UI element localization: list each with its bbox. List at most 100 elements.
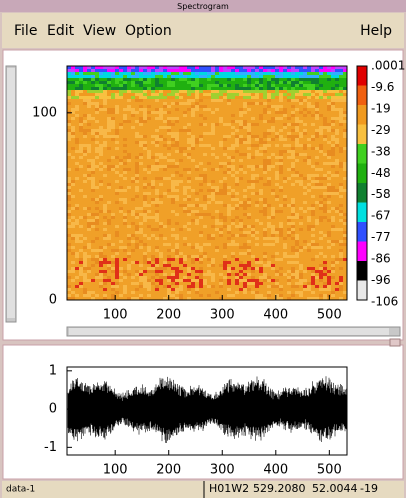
spectrogram-cell xyxy=(107,240,111,243)
spectrogram-cell xyxy=(163,141,167,144)
spectrogram-cell xyxy=(171,117,175,120)
spectrogram-cell xyxy=(291,192,295,195)
spectrogram-cell xyxy=(179,201,183,204)
spectrogram-cell xyxy=(91,114,95,117)
spectrogram-cell xyxy=(111,210,115,213)
spectrogram-cell xyxy=(67,210,71,213)
spectrogram-cell xyxy=(275,237,279,240)
spectrogram-cell xyxy=(103,129,107,132)
spectrogram-cell xyxy=(299,102,303,105)
spectrogram-cell xyxy=(343,201,347,204)
spectrogram-cell xyxy=(335,201,339,204)
spectrogram-cell xyxy=(167,114,171,117)
spectrogram-cell xyxy=(83,261,87,264)
spectrogram-cell xyxy=(259,165,263,168)
spectrogram-cell xyxy=(215,198,219,201)
spectrogram-cell xyxy=(131,141,135,144)
spectrogram-cell xyxy=(79,186,83,189)
spectrogram-cell xyxy=(171,270,175,273)
spectrogram-cell xyxy=(107,90,111,93)
spectrogram-cell xyxy=(111,108,115,111)
spectrogram-cell xyxy=(295,117,299,120)
spectrogram-cell xyxy=(87,162,91,165)
spectrogram-cell xyxy=(211,252,215,255)
spectrogram-cell xyxy=(295,123,299,126)
spectrogram-cell xyxy=(91,225,95,228)
spectrogram-cell xyxy=(159,162,163,165)
spectrogram-cell xyxy=(275,243,279,246)
spectrogram-cell xyxy=(335,249,339,252)
spectrogram-cell xyxy=(215,255,219,258)
spectrogram-cell xyxy=(259,249,263,252)
spectrogram-cell xyxy=(263,249,267,252)
spectrogram-cell xyxy=(71,240,75,243)
spectrogram-cell xyxy=(163,270,167,273)
spectrogram-cell xyxy=(259,195,263,198)
spectrogram-cell xyxy=(115,276,119,279)
spectrogram-cell xyxy=(311,252,315,255)
spectrogram-cell xyxy=(175,276,179,279)
spectrogram-cell xyxy=(335,138,339,141)
splitter-handle[interactable] xyxy=(389,338,401,347)
spectrogram-cell xyxy=(231,81,235,84)
spectrogram-cell xyxy=(267,78,271,81)
spectrogram-cell xyxy=(111,105,115,108)
scroll-thumb[interactable] xyxy=(7,68,15,318)
spectrogram-cell xyxy=(103,261,107,264)
spectrogram-cell xyxy=(239,219,243,222)
spectrogram-cell xyxy=(179,222,183,225)
spectrogram-cell xyxy=(127,117,131,120)
spectrogram-cell xyxy=(203,126,207,129)
menu-item[interactable]: File xyxy=(14,23,37,39)
spectrogram-cell xyxy=(307,141,311,144)
spectrogram-cell xyxy=(207,276,211,279)
spectrogram-cell xyxy=(247,66,251,69)
spectrogram-cell xyxy=(315,264,319,267)
spectrogram-cell xyxy=(327,159,331,162)
spectrogram-cell xyxy=(115,69,119,72)
spectrogram-cell xyxy=(67,207,71,210)
spectrogram-cell xyxy=(191,207,195,210)
spectrogram-cell xyxy=(115,150,119,153)
spectrogram-cell xyxy=(267,171,271,174)
spectrogram-cell xyxy=(303,66,307,69)
spectrogram-cell xyxy=(251,213,255,216)
spectrogram-cell xyxy=(139,273,143,276)
spectrogram-cell xyxy=(79,201,83,204)
spectrogram-cell xyxy=(215,135,219,138)
spectrogram-cell xyxy=(123,216,127,219)
spectrogram-cell xyxy=(319,126,323,129)
spectrogram-cell xyxy=(255,111,259,114)
scroll-thumb[interactable] xyxy=(69,328,389,335)
spectrogram-cell xyxy=(287,213,291,216)
spectrogram-cell xyxy=(91,258,95,261)
spectrogram-cell xyxy=(203,141,207,144)
spectrogram-cell xyxy=(215,249,219,252)
spectrogram-cell xyxy=(207,264,211,267)
spectrogram-cell xyxy=(163,249,167,252)
spectrogram-cell xyxy=(151,192,155,195)
spectrogram-cell xyxy=(143,78,147,81)
spectrogram-cell xyxy=(247,264,251,267)
spectrogram-cell xyxy=(259,168,263,171)
spectrogram-cell xyxy=(175,180,179,183)
spectrogram-cell xyxy=(299,234,303,237)
spectrogram-cell xyxy=(271,150,275,153)
spectrogram-cell xyxy=(123,153,127,156)
spectrogram-cell xyxy=(283,222,287,225)
spectrogram-cell xyxy=(175,255,179,258)
spectrogram-cell xyxy=(131,120,135,123)
spectrogram-cell xyxy=(179,138,183,141)
spectrogram-cell xyxy=(107,255,111,258)
spectrogram-cell xyxy=(303,138,307,141)
spectrogram-cell xyxy=(283,135,287,138)
menu-item[interactable]: Edit xyxy=(47,23,75,39)
spectrogram-cell xyxy=(91,219,95,222)
spectrogram-cell xyxy=(287,192,291,195)
menu-item[interactable]: View xyxy=(83,23,116,39)
spectrogram-cell xyxy=(127,264,131,267)
spectrogram-cell xyxy=(315,132,319,135)
spectrogram-cell xyxy=(95,108,99,111)
menu-item[interactable]: Help xyxy=(360,23,392,39)
menu-item[interactable]: Option xyxy=(125,23,172,39)
